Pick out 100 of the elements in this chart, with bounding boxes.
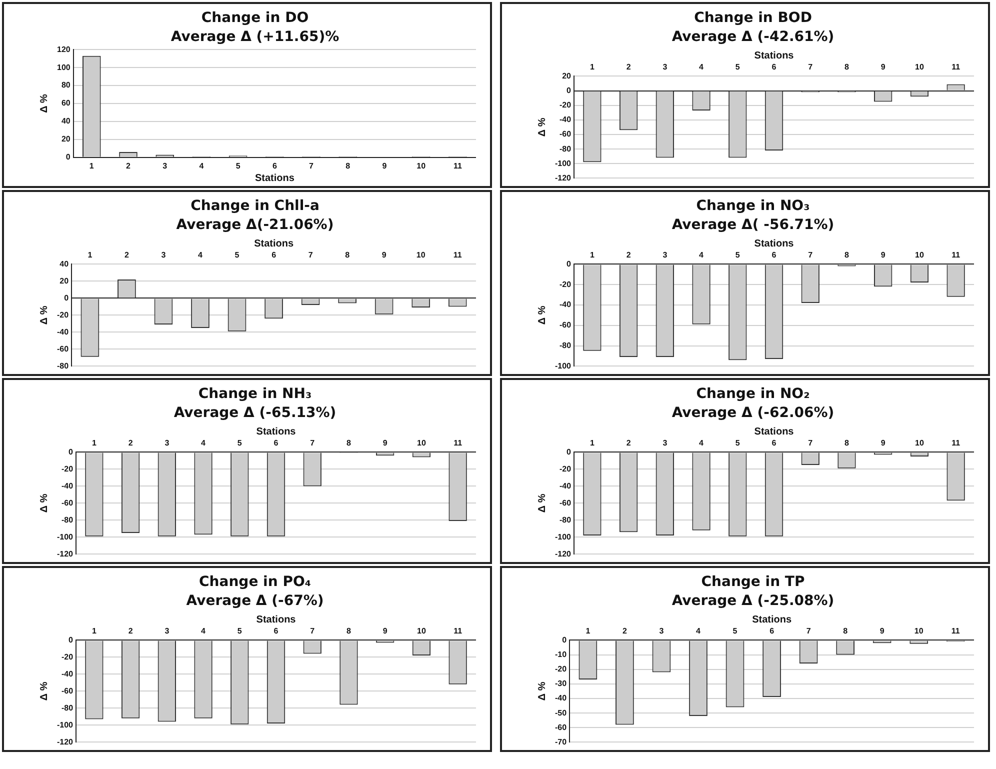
x-tick-label: 9 [880, 626, 885, 636]
y-tick-label: -100 [554, 361, 572, 370]
y-tick-label: -60 [559, 320, 572, 330]
y-axis-title: Δ % [536, 306, 548, 325]
x-tick-label: 8 [346, 626, 352, 636]
chart-subtitle: Average Δ (-42.61%) [672, 28, 834, 45]
x-tick-label: 5 [735, 62, 740, 72]
x-tick-label: 2 [124, 250, 130, 260]
y-tick-label: -40 [57, 327, 70, 336]
y-tick-label: -40 [559, 481, 572, 490]
x-tick-label: 3 [662, 62, 668, 72]
y-tick-label: -20 [555, 664, 568, 674]
chart-subtitle: Average Δ( -56.71%) [672, 216, 834, 233]
x-tick-label: 5 [735, 438, 740, 448]
y-tick-label: 0 [68, 447, 74, 456]
y-tick-label: -30 [555, 679, 568, 688]
x-tick-label: 2 [626, 250, 632, 260]
y-tick-label: -100 [56, 532, 74, 542]
x-tick-label: 3 [162, 161, 168, 170]
x-tick-label: 7 [808, 250, 814, 260]
y-tick-label: -20 [61, 464, 74, 474]
y-tick-label: -60 [559, 130, 572, 139]
y-tick-label: -20 [559, 464, 572, 474]
x-axis-title: Stations [754, 238, 794, 250]
y-tick-label: -40 [559, 300, 572, 310]
x-tick-label: 10 [417, 438, 426, 448]
x-tick-label: 9 [880, 250, 886, 260]
x-tick-label: 10 [915, 250, 924, 260]
x-tick-label: 2 [626, 62, 632, 72]
x-tick-label: 8 [844, 250, 850, 260]
y-tick-label: -80 [61, 703, 74, 712]
chart-title: Change in Chll-a [190, 198, 320, 214]
x-axis-title: Stations [752, 614, 792, 626]
y-tick-label: 20 [60, 276, 70, 286]
y-tick-label: -80 [57, 361, 70, 370]
x-tick-label: 4 [699, 438, 704, 448]
x-tick-label: 2 [128, 438, 134, 448]
y-tick-label: 0 [68, 635, 74, 644]
x-axis-title: Stations [254, 238, 294, 250]
x-tick-label: 3 [164, 626, 170, 636]
chart-subtitle: Average Δ (-67%) [186, 592, 324, 609]
y-tick-label: 60 [61, 98, 71, 108]
x-tick-label: 3 [662, 438, 668, 448]
x-tick-label: 6 [274, 626, 279, 636]
x-tick-label: 1 [586, 626, 591, 636]
y-axis-title: Δ % [38, 94, 50, 113]
x-tick-label: 6 [772, 438, 777, 448]
chart-subtitle: Average Δ (-25.08%) [672, 592, 834, 609]
x-tick-label: 1 [92, 626, 97, 636]
x-tick-label: 10 [915, 62, 924, 72]
x-tick-label: 6 [770, 626, 775, 636]
y-tick-label: 0 [562, 635, 568, 644]
x-tick-label: 9 [382, 626, 388, 636]
y-tick-label: -60 [57, 344, 70, 354]
x-tick-label: 9 [880, 438, 886, 448]
y-tick-label: 40 [60, 259, 70, 268]
x-tick-label: 7 [808, 62, 814, 72]
x-tick-label: 4 [199, 161, 204, 170]
y-tick-label: 40 [61, 116, 71, 126]
x-tick-label: 2 [626, 438, 632, 448]
x-tick-label: 11 [453, 250, 462, 260]
x-tick-label: 1 [89, 161, 94, 170]
x-tick-label: 3 [161, 250, 166, 260]
y-tick-label: -40 [559, 115, 572, 124]
x-tick-label: 7 [806, 626, 812, 636]
x-tick-label: 11 [454, 438, 463, 448]
y-tick-label: 0 [64, 293, 70, 302]
y-tick-label: -20 [559, 100, 572, 110]
x-tick-label: 6 [772, 250, 777, 260]
y-tick-label: -40 [555, 694, 568, 703]
x-tick-label: 1 [88, 250, 93, 260]
y-tick-label: -100 [56, 720, 74, 730]
x-tick-label: 1 [590, 438, 595, 448]
x-tick-label: 10 [417, 626, 426, 636]
y-tick-label: -70 [555, 737, 568, 746]
x-tick-label: 1 [590, 62, 595, 72]
x-tick-label: 4 [201, 438, 206, 448]
y-tick-label: -80 [559, 144, 572, 154]
y-tick-label: 100 [56, 62, 71, 72]
x-tick-label: 3 [164, 438, 170, 448]
y-tick-label: -60 [559, 498, 572, 508]
y-tick-label: 0 [66, 152, 71, 162]
x-tick-label: 5 [732, 626, 738, 636]
x-tick-label: 1 [590, 250, 595, 260]
x-tick-label: 8 [346, 161, 351, 170]
x-tick-label: 2 [128, 626, 134, 636]
x-tick-label: 5 [236, 161, 241, 170]
x-tick-label: 3 [662, 250, 668, 260]
x-tick-label: 2 [622, 626, 628, 636]
x-tick-label: 4 [201, 626, 206, 636]
x-tick-label: 10 [416, 250, 426, 260]
x-tick-label: 11 [952, 250, 961, 260]
x-tick-label: 10 [416, 161, 426, 170]
y-tick-label: -120 [56, 737, 74, 746]
x-tick-label: 11 [453, 161, 462, 170]
x-tick-label: 11 [952, 438, 961, 448]
y-tick-label: -40 [61, 669, 74, 678]
x-tick-label: 4 [198, 250, 204, 260]
y-tick-label: 120 [56, 44, 71, 54]
x-tick-label: 5 [237, 438, 242, 448]
